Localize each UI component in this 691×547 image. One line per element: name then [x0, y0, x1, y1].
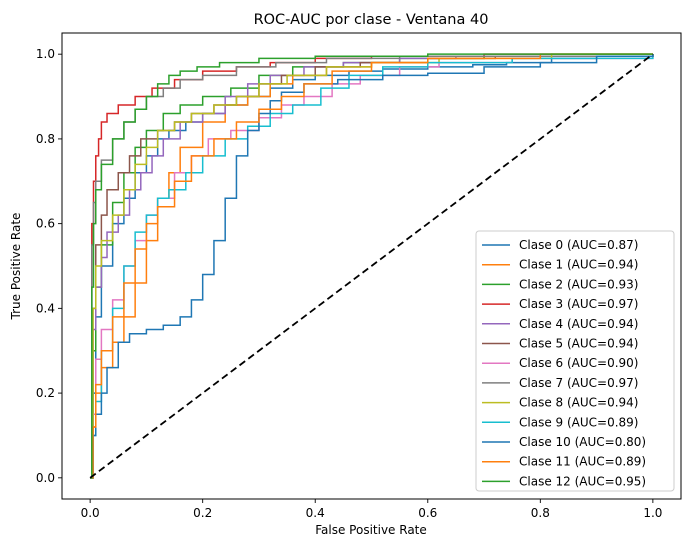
- legend-label-6: Clase 6 (AUC=0.90): [519, 356, 638, 370]
- roc-curve-series-4: [90, 54, 654, 479]
- legend-frame: [475, 230, 675, 492]
- legend: Clase 0 (AUC=0.87) Clase 1 (AUC=0.94) Clas…: [475, 230, 675, 492]
- legend-label-5: Clase 5 (AUC=0.94): [519, 337, 638, 351]
- roc-curve-series-10: [90, 54, 654, 479]
- y-tick-label: 0.8: [36, 132, 55, 146]
- legend-label-11: Clase 11 (AUC=0.89): [519, 455, 646, 469]
- x-tick-label: 0.6: [418, 506, 437, 520]
- y-tick-label: 0.2: [36, 386, 55, 400]
- y-axis-label: True Positive Rate: [9, 213, 23, 321]
- legend-label-0: Clase 0 (AUC=0.87): [519, 238, 638, 252]
- y-tick-label: 1.0: [36, 47, 55, 61]
- y-axis-ticks: 0.0 0.2 0.4 0.6 0.8 1.0: [36, 47, 62, 485]
- chart-title: ROC-AUC por clase - Ventana 40: [254, 12, 489, 28]
- x-tick-label: 0.4: [306, 506, 325, 520]
- legend-label-3: Clase 3 (AUC=0.97): [519, 297, 638, 311]
- x-axis-label: False Positive Rate: [315, 523, 427, 537]
- roc-curve-series-8: [90, 53, 653, 479]
- legend-label-2: Clase 2 (AUC=0.93): [519, 277, 638, 291]
- diagonal-reference-line: [89, 53, 654, 479]
- roc-curve-series-11: [90, 53, 653, 479]
- y-tick-label: 0.4: [36, 301, 55, 315]
- legend-label-4: Clase 4 (AUC=0.94): [519, 317, 638, 331]
- plot-series-group: [90, 53, 654, 479]
- plot-frame: [61, 32, 682, 500]
- roc-curve-series-12: [90, 53, 653, 479]
- legend-label-7: Clase 7 (AUC=0.97): [519, 376, 638, 390]
- legend-label-10: Clase 10 (AUC=0.80): [519, 435, 646, 449]
- y-tick-label: 0.0: [36, 471, 55, 485]
- x-tick-label: 0.2: [193, 506, 212, 520]
- roc-curve-series-3: [90, 53, 653, 479]
- y-tick-label: 0.6: [36, 217, 55, 231]
- x-tick-label: 0.0: [81, 506, 100, 520]
- legend-label-8: Clase 8 (AUC=0.94): [519, 396, 638, 410]
- legend-label-12: Clase 12 (AUC=0.95): [519, 474, 646, 488]
- x-tick-label: 0.8: [531, 506, 550, 520]
- legend-label-9: Clase 9 (AUC=0.89): [519, 415, 638, 429]
- x-axis-ticks: 0.0 0.2 0.4 0.6 0.8 1.0: [81, 499, 662, 520]
- x-tick-label: 1.0: [643, 506, 662, 520]
- legend-label-1: Clase 1 (AUC=0.94): [519, 258, 638, 272]
